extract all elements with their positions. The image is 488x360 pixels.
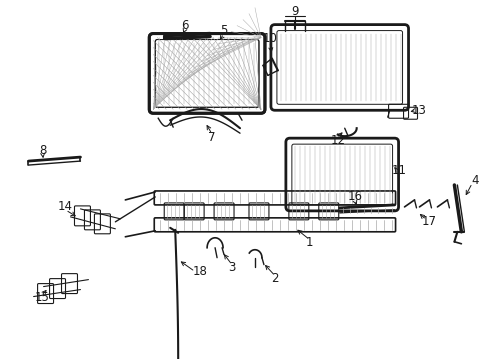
- Text: 9: 9: [290, 5, 298, 18]
- Text: 17: 17: [421, 215, 436, 228]
- Text: 4: 4: [470, 174, 478, 186]
- Text: 5: 5: [220, 24, 227, 37]
- Text: 15: 15: [35, 291, 50, 304]
- Text: 6: 6: [181, 19, 188, 32]
- Text: 18: 18: [192, 265, 207, 278]
- Text: 2: 2: [271, 272, 278, 285]
- Text: 3: 3: [228, 261, 235, 274]
- Text: 14: 14: [58, 201, 73, 213]
- Text: 11: 11: [391, 163, 406, 176]
- Text: 1: 1: [305, 236, 313, 249]
- Text: 10: 10: [262, 32, 277, 45]
- Text: 7: 7: [208, 131, 215, 144]
- Text: 8: 8: [39, 144, 46, 157]
- Text: 16: 16: [346, 190, 362, 203]
- Text: 13: 13: [411, 104, 426, 117]
- Text: 12: 12: [329, 134, 345, 147]
